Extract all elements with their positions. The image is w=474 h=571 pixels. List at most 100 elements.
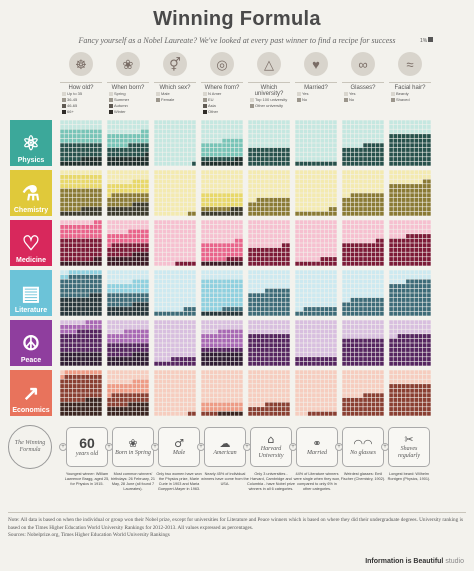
waffle-cell	[230, 370, 235, 375]
waffle-cell	[128, 193, 132, 198]
waffle-cell	[418, 179, 423, 184]
waffle-cell	[230, 161, 235, 166]
waffle-cell	[111, 393, 116, 398]
waffle-cell	[260, 343, 265, 348]
waffle-cell	[393, 274, 398, 279]
waffle-cell	[281, 320, 286, 325]
waffle-cell	[260, 388, 265, 393]
waffle-cell	[342, 234, 346, 239]
waffle-cell	[213, 270, 218, 275]
waffle-cell	[162, 257, 167, 262]
waffle-cell	[226, 143, 231, 148]
legend-swatch	[344, 97, 348, 102]
waffle-cell	[333, 388, 337, 393]
waffle-cell	[316, 388, 320, 393]
waffle-cell	[414, 179, 419, 184]
waffle-cell	[89, 184, 94, 189]
waffle-cell	[218, 161, 222, 166]
waffle-cell	[252, 188, 257, 193]
waffle-cell	[406, 361, 410, 366]
waffle-cell	[406, 388, 410, 393]
waffle-cell	[111, 138, 116, 143]
waffle-cell	[72, 161, 77, 166]
legend-swatch	[203, 91, 207, 96]
waffle-cell	[158, 284, 163, 289]
waffle-cell	[299, 174, 304, 179]
waffle-cell	[401, 274, 406, 279]
waffle-cell	[107, 397, 111, 402]
waffle-cell	[136, 129, 141, 134]
waffle-cell	[132, 170, 137, 175]
waffle-cell	[359, 357, 363, 362]
waffle-cell	[111, 388, 116, 393]
waffle-cell	[316, 124, 320, 129]
waffle-cell	[359, 202, 363, 207]
waffle-cell	[397, 388, 402, 393]
waffle-cell	[93, 257, 98, 262]
waffle-cell	[107, 411, 111, 416]
waffle-cell	[213, 393, 218, 398]
waffle-cell	[179, 334, 184, 339]
waffle-cell	[286, 179, 290, 184]
waffle-cell	[393, 143, 398, 148]
waffle-cell	[107, 374, 111, 379]
waffle-cell	[192, 293, 196, 298]
waffle-cell	[410, 211, 414, 216]
waffle-cell	[132, 379, 137, 384]
waffle-cell	[226, 238, 231, 243]
waffle-cell	[414, 297, 419, 302]
waffle-cell	[187, 297, 192, 302]
waffle-literature-q8	[389, 270, 431, 316]
formula-description: Most common winners' birthdays: 26 Febru…	[110, 472, 156, 491]
waffle-cell	[286, 234, 290, 239]
waffle-cell	[328, 302, 333, 307]
waffle-cell	[354, 243, 359, 248]
waffle-cell	[98, 343, 102, 348]
waffle-cell	[397, 370, 402, 375]
waffle-cell	[328, 324, 333, 329]
waffle-cell	[89, 252, 94, 257]
waffle-cell	[60, 343, 64, 348]
waffle-cell	[201, 302, 205, 307]
waffle-economics-q2	[107, 370, 149, 416]
legend-swatch	[391, 97, 395, 102]
waffle-peace-q1	[60, 320, 102, 366]
waffle-cell	[328, 397, 333, 402]
waffle-cell	[418, 188, 423, 193]
waffle-cell	[234, 211, 239, 216]
waffle-cell	[179, 393, 184, 398]
waffle-cell	[359, 343, 363, 348]
waffle-cell	[239, 124, 243, 129]
waffle-cell	[320, 388, 325, 393]
waffle-cell	[81, 320, 85, 325]
waffle-cell	[154, 161, 158, 166]
waffle-cell	[256, 320, 261, 325]
waffle-cell	[427, 402, 431, 407]
waffle-cell	[175, 257, 179, 262]
waffle-cell	[265, 388, 269, 393]
waffle-cell	[342, 307, 346, 312]
waffle-cell	[328, 179, 333, 184]
waffle-cell	[239, 311, 243, 316]
waffle-cell	[401, 284, 406, 289]
waffle-cell	[192, 224, 196, 229]
waffle-medicine-q7	[342, 220, 384, 266]
waffle-cell	[422, 124, 427, 129]
waffle-cell	[60, 124, 64, 129]
waffle-cell	[380, 320, 384, 325]
waffle-cell	[213, 352, 218, 357]
waffle-cell	[299, 161, 304, 166]
waffle-cell	[128, 297, 132, 302]
waffle-cell	[154, 202, 158, 207]
waffle-cell	[363, 293, 367, 298]
waffle-cell	[201, 284, 205, 289]
waffle-cell	[154, 229, 158, 234]
waffle-cell	[140, 270, 145, 275]
waffle-cell	[128, 352, 132, 357]
waffle-cell	[269, 320, 273, 325]
waffle-cell	[183, 288, 188, 293]
waffle-cell	[136, 261, 141, 266]
waffle-cell	[380, 152, 384, 157]
waffle-cell	[124, 134, 128, 139]
waffle-cell	[154, 147, 158, 152]
